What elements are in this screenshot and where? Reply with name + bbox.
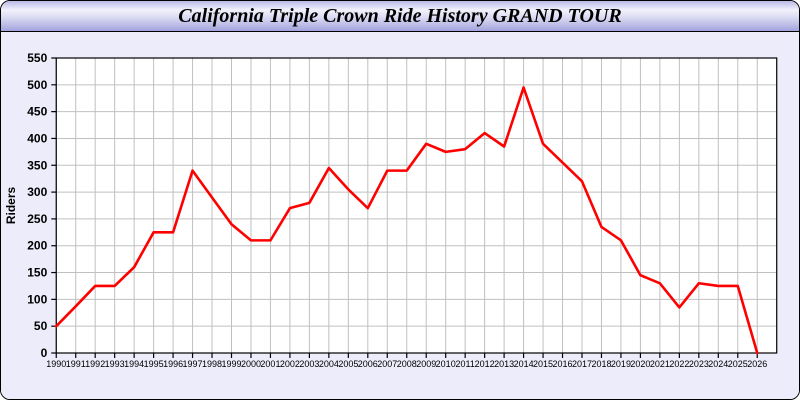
svg-text:1999: 1999 — [221, 359, 241, 369]
svg-text:2000: 2000 — [241, 359, 261, 369]
svg-text:2014: 2014 — [514, 359, 534, 369]
svg-text:2024: 2024 — [708, 359, 728, 369]
svg-text:2020: 2020 — [630, 359, 650, 369]
svg-text:200: 200 — [27, 239, 47, 253]
svg-text:2005: 2005 — [338, 359, 358, 369]
svg-text:500: 500 — [27, 78, 47, 92]
svg-text:350: 350 — [27, 158, 47, 172]
svg-text:2011: 2011 — [455, 359, 474, 369]
svg-text:2023: 2023 — [689, 359, 709, 369]
svg-text:2012: 2012 — [475, 359, 495, 369]
svg-text:2017: 2017 — [572, 359, 592, 369]
svg-text:450: 450 — [27, 105, 47, 119]
svg-text:1992: 1992 — [85, 359, 105, 369]
svg-text:1990: 1990 — [46, 359, 66, 369]
svg-text:250: 250 — [27, 212, 47, 226]
svg-text:2008: 2008 — [397, 359, 417, 369]
svg-text:1993: 1993 — [105, 359, 125, 369]
svg-text:50: 50 — [34, 319, 48, 333]
svg-text:550: 550 — [27, 51, 47, 65]
svg-text:2004: 2004 — [319, 359, 339, 369]
svg-text:400: 400 — [27, 131, 47, 145]
svg-text:2019: 2019 — [611, 359, 631, 369]
svg-text:1996: 1996 — [163, 359, 183, 369]
svg-text:0: 0 — [41, 346, 48, 360]
svg-text:2022: 2022 — [669, 359, 689, 369]
svg-text:1991: 1991 — [66, 359, 86, 369]
svg-text:2021: 2021 — [650, 359, 670, 369]
svg-text:100: 100 — [27, 292, 47, 306]
svg-text:2006: 2006 — [358, 359, 378, 369]
svg-text:1995: 1995 — [144, 359, 164, 369]
svg-text:2002: 2002 — [280, 359, 300, 369]
svg-text:2001: 2001 — [260, 359, 280, 369]
svg-text:1994: 1994 — [124, 359, 144, 369]
svg-text:1998: 1998 — [202, 359, 222, 369]
svg-text:2025: 2025 — [728, 359, 748, 369]
svg-text:Riders: Riders — [4, 187, 18, 225]
svg-text:2015: 2015 — [533, 359, 553, 369]
svg-text:2010: 2010 — [436, 359, 456, 369]
svg-text:2009: 2009 — [416, 359, 436, 369]
svg-text:1997: 1997 — [183, 359, 203, 369]
svg-text:2007: 2007 — [377, 359, 397, 369]
svg-text:150: 150 — [27, 266, 47, 280]
svg-text:300: 300 — [27, 185, 47, 199]
svg-text:2013: 2013 — [494, 359, 514, 369]
svg-text:2016: 2016 — [553, 359, 573, 369]
svg-text:2018: 2018 — [591, 359, 611, 369]
svg-text:2026: 2026 — [747, 359, 767, 369]
svg-text:2003: 2003 — [299, 359, 319, 369]
